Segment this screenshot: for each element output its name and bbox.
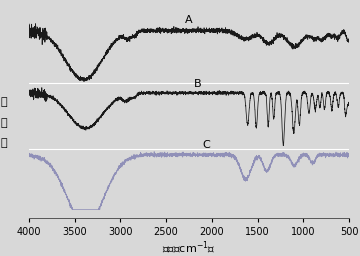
- Text: 率: 率: [0, 138, 7, 148]
- Text: 射: 射: [0, 118, 7, 128]
- Text: A: A: [184, 15, 192, 25]
- Text: 透: 透: [0, 97, 7, 108]
- Text: C: C: [203, 140, 211, 150]
- Text: B: B: [194, 79, 201, 89]
- X-axis label: 波数（cm$^{-1}$）: 波数（cm$^{-1}$）: [162, 239, 216, 256]
